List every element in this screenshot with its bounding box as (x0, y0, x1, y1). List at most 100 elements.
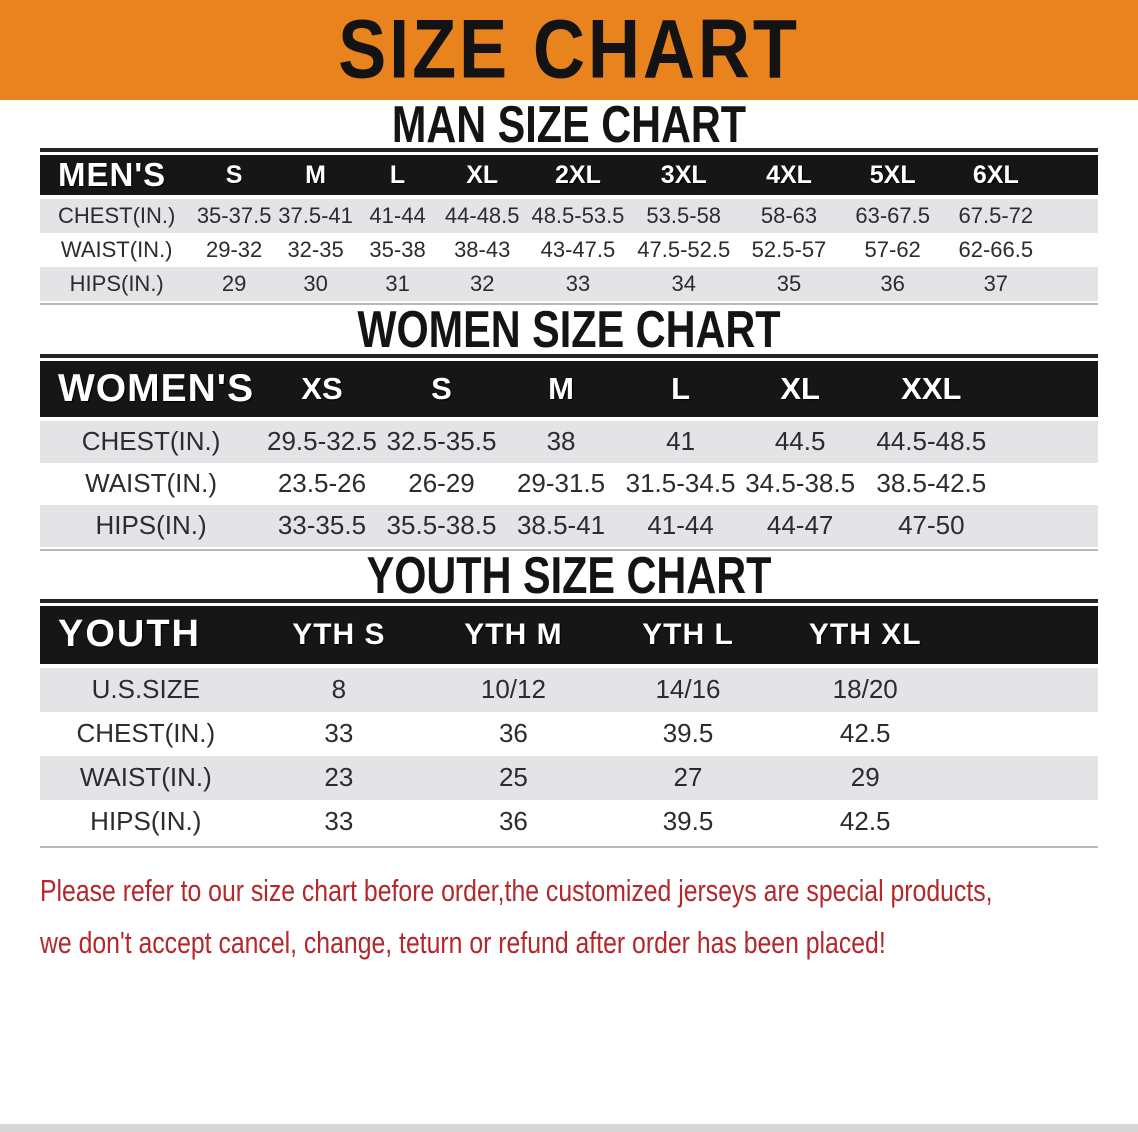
spacer-cell (1047, 267, 1098, 302)
size-column-header: L (356, 155, 439, 200)
size-value-cell: 35.5-38.5 (381, 504, 502, 547)
spacer-cell (955, 667, 1098, 712)
size-value-cell: 32.5-35.5 (381, 420, 502, 463)
size-value-cell: 35 (737, 267, 841, 302)
row-label: HIPS(IN.) (40, 799, 252, 844)
size-value-cell: 35-38 (356, 233, 439, 268)
size-column-header: 3XL (630, 155, 738, 200)
table-row: HIPS(IN.) 33 36 39.5 42.5 (40, 799, 1098, 844)
header-row: MEN'S S M L XL 2XL 3XL 4XL 5XL 6XL (40, 155, 1098, 200)
size-value-cell: 33 (251, 799, 427, 844)
size-value-cell: 41 (620, 420, 741, 463)
size-value-cell: 27 (600, 755, 776, 800)
size-value-cell: 44.5-48.5 (859, 420, 1003, 463)
spacer-cell (955, 755, 1098, 800)
size-value-cell: 43-47.5 (525, 233, 631, 268)
size-value-cell: 34 (630, 267, 738, 302)
table-row: WAIST(IN.) 23.5-26 26-29 29-31.5 31.5-34.5 34… (40, 462, 1098, 505)
spacer-cell (1002, 420, 1098, 463)
spacer-cell (1047, 155, 1098, 200)
header-row: YOUTH YTH S YTH M YTH L YTH XL (40, 605, 1098, 668)
row-label: HIPS(IN.) (40, 504, 263, 547)
size-value-cell: 36 (426, 711, 601, 756)
youth-size-table: YOUTH YTH S YTH M YTH L YTH XL U.S.SIZE 8 10/12… (40, 605, 1098, 844)
size-value-cell: 31 (356, 267, 439, 302)
size-value-cell: 35-37.5 (193, 199, 275, 234)
table-row: WAIST(IN.) 29-32 32-35 35-38 38-43 43-47.5 47.… (40, 233, 1098, 268)
size-value-cell: 57-62 (840, 233, 945, 268)
row-label: CHEST(IN.) (40, 420, 263, 463)
size-value-cell: 48.5-53.5 (525, 199, 631, 234)
size-value-cell: 53.5-58 (630, 199, 738, 234)
size-column-header: YTH XL (775, 605, 956, 668)
spacer-cell (955, 799, 1098, 844)
size-value-cell: 31.5-34.5 (620, 462, 741, 505)
row-label: CHEST(IN.) (40, 199, 194, 234)
table-row: HIPS(IN.) 29 30 31 32 33 34 35 36 37 (40, 267, 1098, 302)
women-section-heading: WOMEN SIZE CHART (357, 300, 781, 359)
size-value-cell: 38.5-41 (501, 504, 621, 547)
row-label: WAIST(IN.) (40, 462, 263, 505)
men-size-table-wrap: MEN'S S M L XL 2XL 3XL 4XL 5XL 6XL CHEST(IN.) 35-37… (40, 148, 1098, 306)
size-column-header: XXL (859, 360, 1003, 421)
size-value-cell: 29 (193, 267, 275, 302)
size-value-cell: 32-35 (274, 233, 357, 268)
size-value-cell: 41-44 (356, 199, 439, 234)
size-value-cell: 38-43 (438, 233, 526, 268)
size-value-cell: 29-31.5 (501, 462, 621, 505)
size-value-cell: 36 (840, 267, 945, 302)
size-value-cell: 38.5-42.5 (859, 462, 1003, 505)
spacer-cell (1002, 360, 1098, 421)
spacer-cell (955, 711, 1098, 756)
youth-section: YOUTH SIZE CHART YOUTH YTH S YTH M YTH L YTH… (0, 545, 1138, 848)
size-value-cell: 41-44 (620, 504, 741, 547)
women-section: WOMEN SIZE CHART WOMEN'S XS S M L XL XXL CHEST(… (0, 300, 1138, 551)
size-value-cell: 47.5-52.5 (630, 233, 738, 268)
size-column-header: 5XL (840, 155, 945, 200)
spacer-cell (1002, 504, 1098, 547)
size-value-cell: 37.5-41 (274, 199, 357, 234)
men-section: MAN SIZE CHART MEN'S S M L XL 2XL 3XL 4XL 5XL 6XL… (0, 97, 1138, 306)
table-row: CHEST(IN.) 35-37.5 37.5-41 41-44 44-48.5 48.5… (40, 199, 1098, 234)
size-column-header: YTH M (426, 605, 601, 668)
size-column-header: XL (438, 155, 526, 200)
youth-size-table-wrap: YOUTH YTH S YTH M YTH L YTH XL U.S.SIZE 8 10/12… (40, 598, 1098, 848)
size-value-cell: 34.5-38.5 (740, 462, 860, 505)
size-value-cell: 25 (426, 755, 601, 800)
table-row: WAIST(IN.) 23 25 27 29 (40, 755, 1098, 800)
size-value-cell: 33 (525, 267, 631, 302)
size-column-header: S (193, 155, 275, 200)
size-value-cell: 42.5 (775, 799, 956, 844)
size-value-cell: 58-63 (737, 199, 841, 234)
size-column-header: L (620, 360, 741, 421)
row-label: WAIST(IN.) (40, 233, 194, 268)
size-column-header: YTH S (251, 605, 427, 668)
size-column-header: XL (740, 360, 860, 421)
size-column-header: M (501, 360, 621, 421)
size-value-cell: 63-67.5 (840, 199, 945, 234)
size-value-cell: 52.5-57 (737, 233, 841, 268)
size-value-cell: 44-47 (740, 504, 860, 547)
youth-section-heading: YOUTH SIZE CHART (366, 545, 772, 604)
spacer-cell (1047, 199, 1098, 234)
size-value-cell: 30 (274, 267, 357, 302)
table-row: CHEST(IN.) 29.5-32.5 32.5-35.5 38 41 44.5 44.5… (40, 420, 1098, 463)
banner-title: SIZE CHART (338, 2, 800, 97)
size-chart-banner: SIZE CHART (0, 0, 1138, 100)
table-row: CHEST(IN.) 33 36 39.5 42.5 (40, 711, 1098, 756)
size-column-header: YTH L (600, 605, 776, 668)
table-row: HIPS(IN.) 33-35.5 35.5-38.5 38.5-41 41-44 44-… (40, 504, 1098, 547)
women-size-table: WOMEN'S XS S M L XL XXL CHEST(IN.) 29.5-32.5 32.5… (40, 360, 1098, 547)
header-row: WOMEN'S XS S M L XL XXL (40, 360, 1098, 421)
size-column-header: 2XL (525, 155, 631, 200)
row-label: CHEST(IN.) (40, 711, 252, 756)
size-column-header: S (381, 360, 502, 421)
size-value-cell: 29 (775, 755, 956, 800)
size-value-cell: 33 (251, 711, 427, 756)
table-corner-label: YOUTH (40, 605, 252, 668)
size-column-header: 6XL (944, 155, 1048, 200)
table-row: U.S.SIZE 8 10/12 14/16 18/20 (40, 667, 1098, 712)
size-column-header: XS (262, 360, 382, 421)
row-label: U.S.SIZE (40, 667, 252, 712)
size-column-header: 4XL (737, 155, 841, 200)
